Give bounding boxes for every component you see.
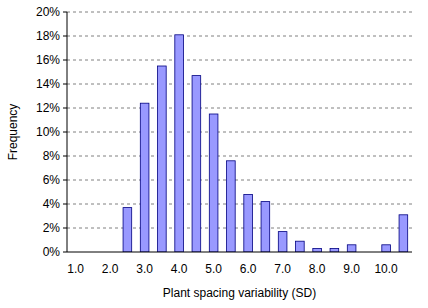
y-tick	[63, 204, 67, 205]
grid-line	[67, 84, 412, 85]
grid-line	[67, 108, 412, 109]
bar	[347, 245, 356, 252]
y-tick-label: 6%	[43, 173, 61, 187]
bar	[192, 76, 201, 252]
y-tick	[63, 108, 67, 109]
bar	[382, 245, 391, 252]
x-tick-label: 4.0	[171, 262, 188, 276]
y-tick	[63, 252, 67, 253]
y-tick-label: 4%	[43, 197, 61, 211]
chart: 0% 2% 4% 6% 8% 10% 12% 14% 16% 18% 20% 1.0 2.0 3.0 4.0…	[0, 0, 428, 308]
x-tick-label: 7.0	[274, 262, 291, 276]
y-tick-label: 8%	[43, 149, 61, 163]
y-tick	[63, 180, 67, 181]
y-axis-label: Frequency	[6, 104, 20, 161]
bar	[158, 66, 167, 252]
grid-line	[67, 180, 412, 181]
y-tick	[63, 60, 67, 61]
x-tick-label: 2.0	[102, 262, 119, 276]
bar	[244, 194, 253, 252]
y-tick	[63, 156, 67, 157]
grid-line	[67, 204, 412, 205]
grid-line	[67, 132, 412, 133]
y-tick-label: 2%	[43, 221, 61, 235]
bars	[123, 35, 408, 252]
y-tick	[63, 36, 67, 37]
bar	[399, 215, 408, 252]
bar	[209, 114, 218, 252]
y-tick-label: 10%	[36, 125, 60, 139]
bar	[227, 161, 236, 252]
grid-line	[67, 156, 412, 157]
y-tick-label: 16%	[36, 53, 60, 67]
y-tick-label: 14%	[36, 77, 60, 91]
bar	[175, 35, 184, 252]
x-tick-label: 5.0	[205, 262, 222, 276]
x-tick-label: 1.0	[67, 262, 84, 276]
bar	[123, 208, 132, 252]
y-axis	[67, 12, 68, 252]
y-tick-label: 0%	[43, 245, 61, 259]
x-tick-label: 9.0	[343, 262, 360, 276]
y-tick	[63, 84, 67, 85]
bar	[140, 103, 149, 252]
grid-line	[67, 228, 412, 229]
bar	[261, 202, 270, 252]
y-tick	[63, 12, 67, 13]
bar	[296, 241, 305, 252]
y-tick-label: 18%	[36, 29, 60, 43]
x-tick-label: 6.0	[240, 262, 257, 276]
x-tick-label: 8.0	[309, 262, 326, 276]
x-axis	[67, 252, 412, 253]
grid-line	[67, 60, 412, 61]
y-tick-label: 12%	[36, 101, 60, 115]
bar	[330, 248, 339, 252]
x-axis-label: Plant spacing variability (SD)	[163, 286, 316, 300]
y-tick-label: 20%	[36, 5, 60, 19]
x-tick-label: 10.0	[374, 262, 398, 276]
grid-line	[67, 12, 412, 13]
y-tick	[63, 228, 67, 229]
y-tick	[63, 132, 67, 133]
x-tick-label: 3.0	[136, 262, 153, 276]
bar	[313, 248, 322, 252]
bar	[278, 232, 287, 252]
grid-line	[67, 36, 412, 37]
